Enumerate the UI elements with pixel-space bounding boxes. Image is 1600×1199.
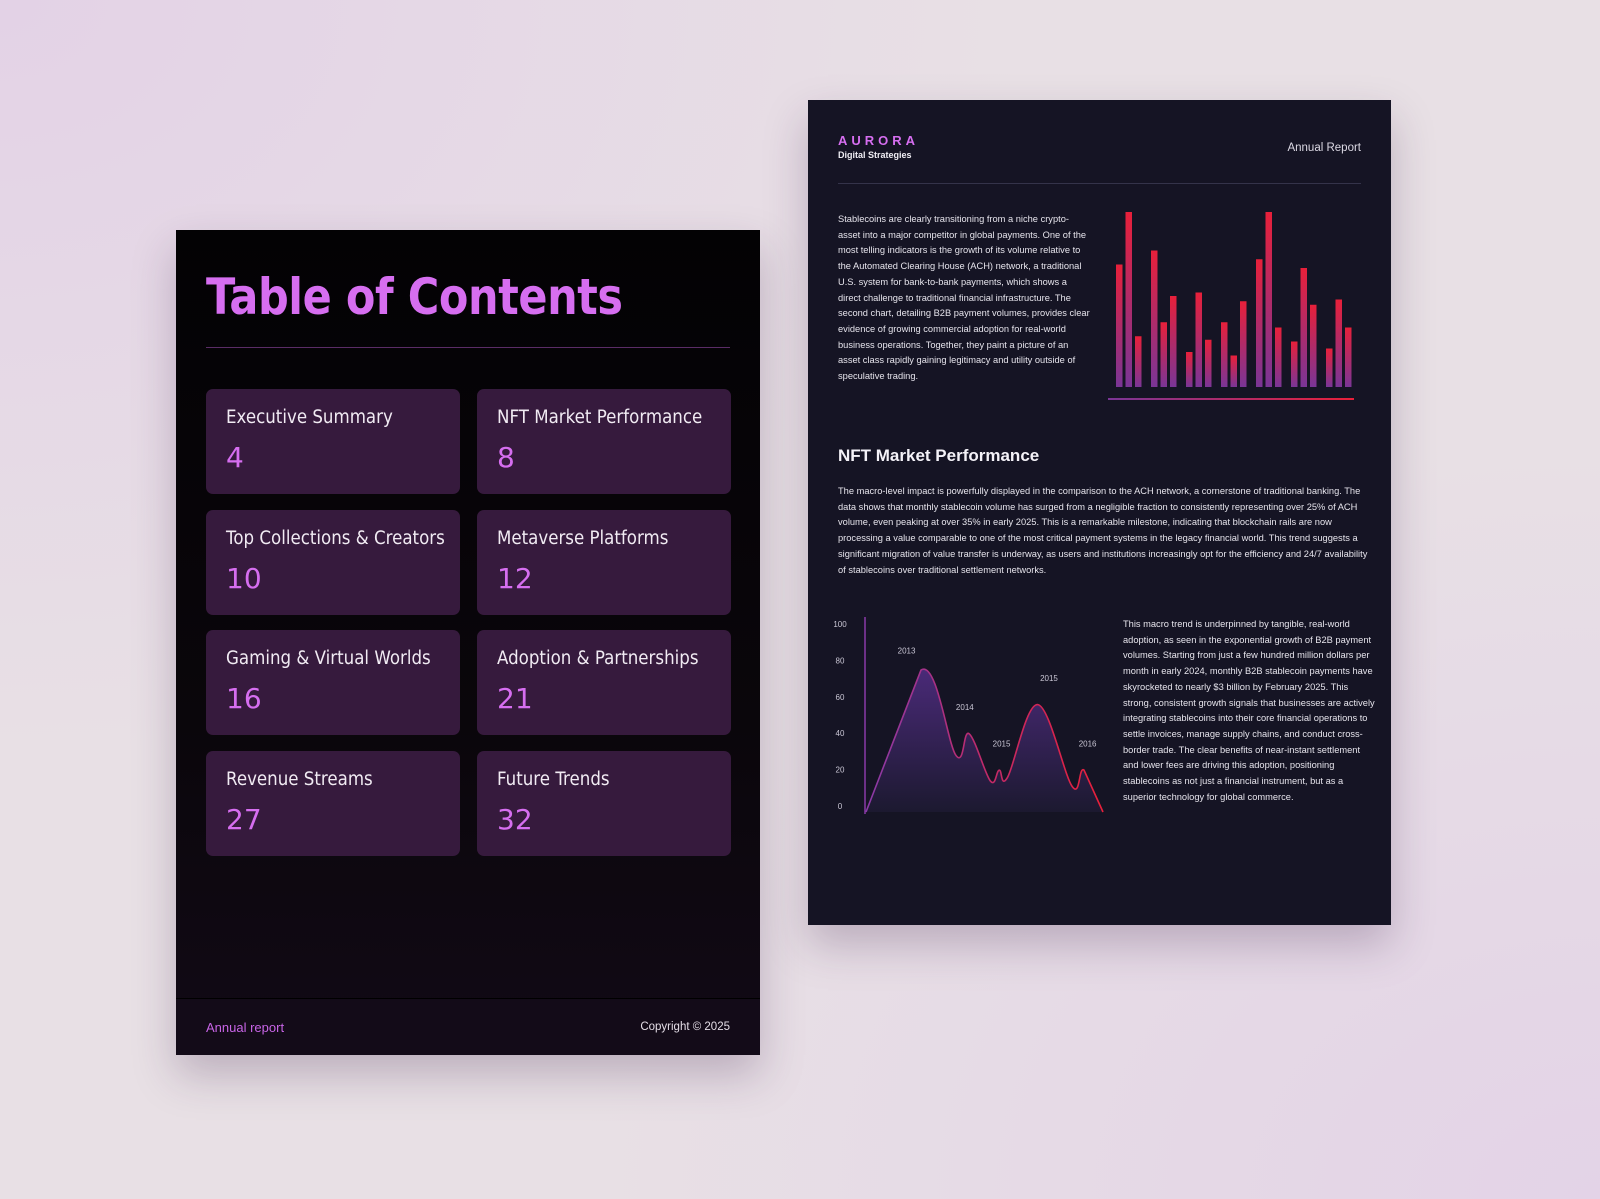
section-heading: NFT Market Performance — [838, 446, 1040, 465]
toc-entry-title: Executive Summary — [226, 407, 393, 428]
toc-entry[interactable]: Metaverse Platforms 12 — [477, 509, 731, 615]
bar — [1170, 296, 1177, 387]
x-axis — [1108, 398, 1354, 400]
divider — [206, 347, 730, 348]
annotation-label: 2016 — [1079, 739, 1097, 748]
brand-name: AURORA — [838, 133, 920, 148]
footer-label: Annual report — [206, 1020, 285, 1035]
brand-subtitle: Digital Strategies — [838, 150, 912, 160]
intro-paragraph: Stablecoins are clearly transitioning fr… — [838, 214, 1090, 382]
header-label: Annual Report — [1287, 142, 1361, 154]
area-line — [865, 668, 1104, 813]
bar — [1195, 292, 1202, 387]
toc-entry-title: Gaming & Virtual Worlds — [226, 648, 431, 669]
y-tick-label: 20 — [836, 766, 845, 775]
y-tick-label: 100 — [833, 620, 847, 629]
report-page: AURORA Digital Strategies Annual Report … — [808, 100, 1391, 925]
copyright: Copyright © 2025 — [640, 1021, 730, 1033]
toc-entry[interactable]: Executive Summary 4 — [206, 389, 460, 494]
bar — [1291, 341, 1298, 387]
annotation-label: 2013 — [898, 647, 916, 656]
toc-entry-page: 12 — [497, 561, 533, 595]
annotation-label: 2014 — [956, 703, 974, 712]
bar — [1135, 336, 1142, 387]
brand-logo: AURORA Digital Strategies — [838, 133, 919, 160]
bar — [1265, 212, 1272, 387]
toc-entry-title: Adoption & Partnerships — [497, 648, 699, 669]
bar — [1125, 212, 1132, 387]
bar — [1345, 327, 1352, 387]
bar — [1335, 299, 1342, 387]
bar — [1116, 264, 1123, 387]
toc-entry-page: 27 — [226, 802, 262, 836]
area-chart: 0 20 40 60 80 100 2013 2014 2015 2015 2016 — [833, 617, 1112, 815]
toc-entry-page: 21 — [497, 682, 533, 715]
annotation-label: 2015 — [1040, 674, 1058, 683]
toc-entry-page: 16 — [226, 682, 262, 715]
annotation-label: 2015 — [993, 739, 1011, 748]
toc-entry[interactable]: Top Collections & Creators 10 — [206, 509, 460, 615]
toc-entry-title: Metaverse Platforms — [497, 527, 669, 549]
bar-chart — [1108, 212, 1354, 400]
side-paragraph: This macro trend is underpinned by tangi… — [1123, 619, 1375, 802]
bar — [1160, 322, 1167, 387]
bar — [1151, 250, 1158, 387]
toc-entry-page: 32 — [497, 802, 533, 836]
toc-entry-page: 10 — [226, 561, 262, 595]
bar — [1326, 348, 1333, 387]
toc-entry-title: Future Trends — [497, 768, 610, 790]
toc-page: Table of Contents Executive Summary 4 NFT … — [176, 230, 760, 1055]
y-tick-label: 0 — [838, 802, 843, 811]
divider — [838, 183, 1361, 184]
bar — [1230, 355, 1237, 387]
bar — [1310, 304, 1317, 387]
toc-entry[interactable]: NFT Market Performance 8 — [477, 389, 731, 494]
toc-entry-page: 4 — [226, 441, 244, 474]
y-tick-label: 40 — [836, 729, 845, 738]
toc-entry[interactable]: Adoption & Partnerships 21 — [477, 630, 731, 735]
y-tick-label: 60 — [836, 693, 845, 702]
toc-entry[interactable]: Revenue Streams 27 — [206, 750, 460, 856]
toc-entry-title: Revenue Streams — [226, 768, 373, 790]
toc-entry[interactable]: Gaming & Virtual Worlds 16 — [206, 630, 460, 735]
toc-entry[interactable]: Future Trends 32 — [477, 750, 731, 856]
bar — [1221, 322, 1228, 387]
toc-entry-title: Top Collections & Creators — [226, 527, 445, 549]
toc-footer: Annual report Copyright © 2025 — [176, 998, 760, 1055]
toc-entry-page: 8 — [497, 441, 515, 474]
bar — [1275, 327, 1282, 387]
toc-entry-title: NFT Market Performance — [497, 407, 703, 428]
y-tick-label: 80 — [836, 656, 845, 665]
bar — [1205, 339, 1212, 387]
area-fill — [866, 669, 1103, 812]
bar — [1240, 301, 1247, 387]
bar — [1186, 352, 1193, 387]
page-title: Table of Contents — [206, 268, 623, 326]
bar — [1256, 259, 1263, 387]
body-paragraph: The macro-level impact is powerfully dis… — [838, 486, 1368, 575]
bar — [1300, 268, 1307, 387]
